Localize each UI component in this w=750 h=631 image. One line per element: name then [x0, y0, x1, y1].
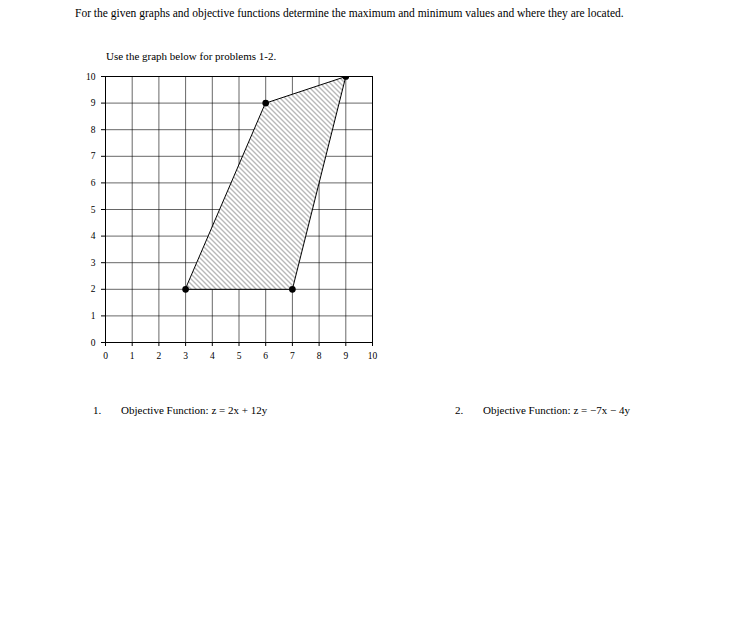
svg-text:10: 10: [368, 351, 378, 361]
svg-text:3: 3: [183, 351, 188, 361]
svg-text:4: 4: [210, 351, 215, 361]
svg-text:1: 1: [91, 311, 96, 321]
svg-text:6: 6: [263, 351, 268, 361]
svg-text:2: 2: [91, 284, 96, 294]
html-text:1.: 1.: [93, 404, 102, 416]
html-text:Objective Function: z = 2x + 1: Objective Function: z = 2x + 12y: [121, 404, 268, 416]
svg-text:3: 3: [91, 258, 96, 268]
svg-text:0: 0: [91, 338, 96, 348]
svg-text:6: 6: [91, 178, 96, 188]
svg-text:10: 10: [86, 72, 96, 82]
svg-text:2: 2: [157, 351, 162, 361]
svg-text:0: 0: [103, 351, 108, 361]
svg-text:8: 8: [91, 125, 96, 135]
html-text:2.: 2.: [455, 404, 464, 416]
svg-text:9: 9: [343, 351, 348, 361]
html-text:Objective Function: z = −7x −: Objective Function: z = −7x − 4y: [483, 404, 630, 416]
html-text:Use the graph below for proble: Use the graph below for problems 1-2.: [106, 50, 277, 62]
svg-text:7: 7: [290, 351, 295, 361]
svg-text:4: 4: [91, 231, 96, 241]
svg-text:9: 9: [91, 98, 96, 108]
svg-text:8: 8: [317, 351, 322, 361]
svg-text:5: 5: [91, 205, 96, 215]
html-text:For the given graphs and objec: For the given graphs and objective funct…: [75, 7, 624, 19]
svg-text:7: 7: [91, 151, 96, 161]
svg-text:1: 1: [130, 351, 135, 361]
svg-text:5: 5: [237, 351, 242, 361]
